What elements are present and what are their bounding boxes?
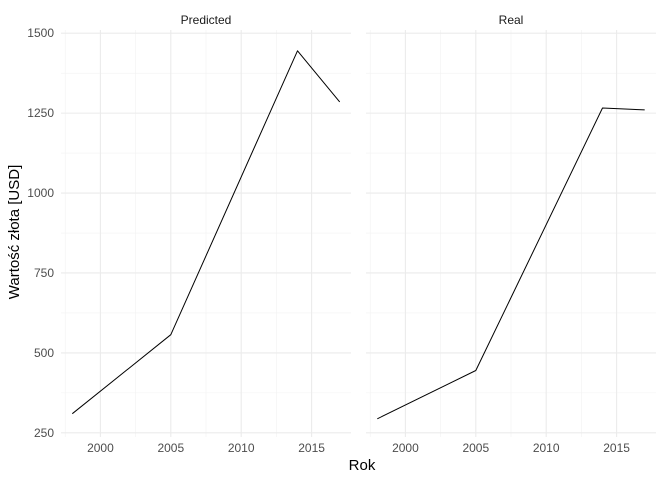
x-tick-label: 2015 — [603, 441, 630, 455]
data-point — [644, 109, 645, 110]
x-tick-label: 2005 — [157, 441, 184, 455]
x-tick-label: 2015 — [298, 441, 325, 455]
x-tick-label: 2000 — [392, 441, 419, 455]
y-tick-label: 1500 — [27, 26, 54, 40]
series-line-predicted — [71, 50, 341, 415]
series-line-real — [377, 107, 645, 420]
x-tick-label: 2010 — [533, 441, 560, 455]
y-axis-title: Wartość złota [USD] — [6, 165, 23, 299]
x-tick-label: 2000 — [87, 441, 114, 455]
x-tick-label: 2010 — [228, 441, 255, 455]
data-point — [339, 101, 340, 102]
x-tick-label: 2005 — [462, 441, 489, 455]
facet-strip-label: Predicted — [181, 13, 232, 27]
y-tick-label: 1000 — [27, 186, 54, 200]
data-point — [170, 334, 171, 335]
y-tick-label: 1250 — [27, 106, 54, 120]
facet-panel-predicted: Predicted 2000 2005 2010 2015 — [61, 13, 351, 455]
x-axis-title: Rok — [349, 457, 376, 474]
facet-panels: Predicted 2000 2005 2010 2015 Real 2000 2005 201… — [61, 13, 656, 455]
data-point — [377, 418, 378, 419]
data-point — [602, 108, 603, 109]
data-point — [72, 413, 73, 414]
data-point — [475, 370, 476, 371]
y-tick-label: 500 — [34, 346, 54, 360]
y-tick-label: 750 — [34, 266, 54, 280]
y-tick-label: 250 — [34, 426, 54, 440]
data-point — [297, 50, 298, 51]
facet-panel-real: Real 2000 2005 2010 2015 — [366, 13, 656, 455]
y-axis-tick-labels: 250 500 750 1000 1250 1500 — [27, 26, 54, 440]
facet-strip-label: Real — [499, 13, 524, 27]
